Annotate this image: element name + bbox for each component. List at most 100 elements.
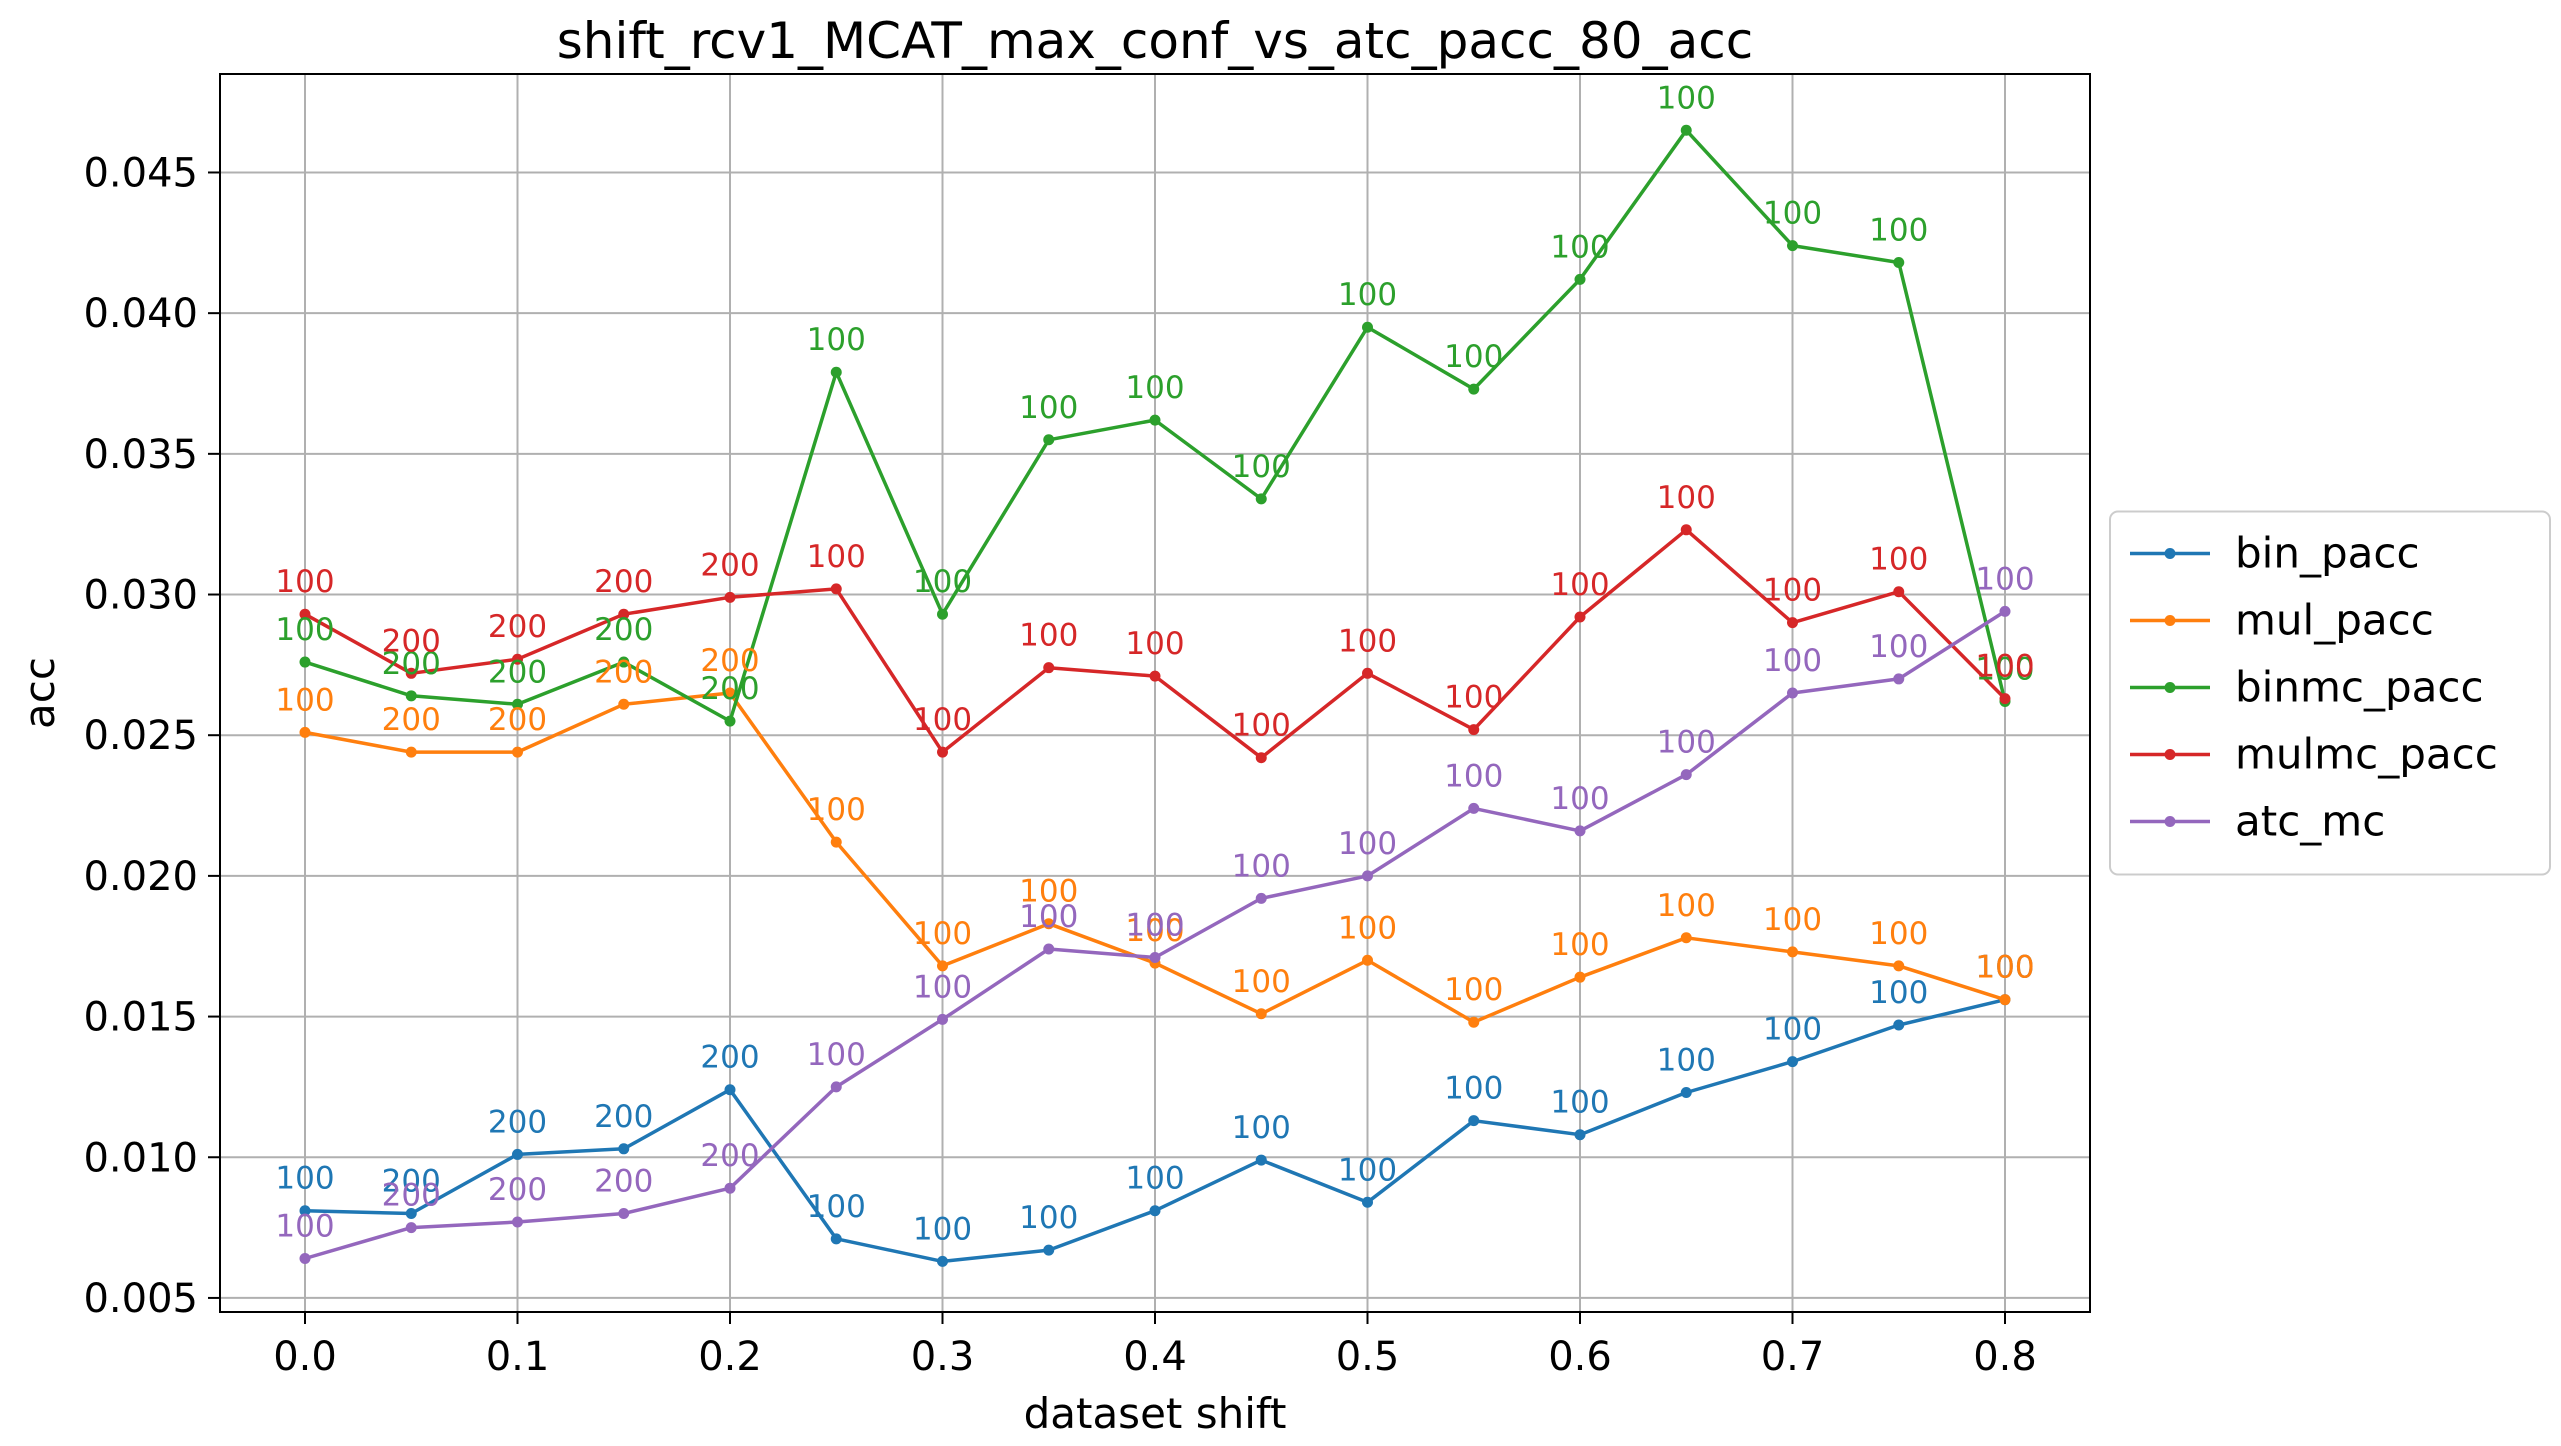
data-label: 200	[488, 609, 547, 645]
y-tick-label: 0.020	[83, 854, 198, 900]
data-point	[1043, 918, 1055, 930]
data-point	[830, 1233, 842, 1245]
data-label: 100	[1019, 1200, 1078, 1236]
data-label: 100	[1444, 1071, 1503, 1107]
data-label: 100	[1869, 975, 1928, 1011]
data-label: 200	[382, 623, 441, 659]
data-point	[1149, 670, 1161, 682]
data-label: 100	[807, 792, 866, 828]
data-label: 200	[382, 1178, 441, 1214]
data-point	[1362, 954, 1373, 966]
data-point	[1574, 611, 1586, 623]
data-point	[405, 667, 417, 679]
data-point	[1468, 1115, 1480, 1127]
data-label: 100	[275, 564, 334, 600]
data-point	[1999, 605, 2011, 617]
data-label: 100	[1657, 725, 1716, 761]
data-point	[1149, 951, 1161, 963]
data-point	[1255, 493, 1267, 505]
y-tick-label: 0.015	[83, 995, 198, 1041]
data-label: 100	[1338, 826, 1397, 862]
y-tick-label: 0.045	[83, 150, 198, 196]
data-point	[1680, 524, 1692, 536]
data-point	[1574, 971, 1586, 983]
data-label: 100	[1019, 899, 1078, 935]
data-point	[1680, 1087, 1692, 1099]
data-point	[618, 1208, 630, 1220]
legend-swatch-marker	[2164, 615, 2176, 626]
data-point	[512, 1216, 523, 1228]
data-point	[1787, 946, 1798, 958]
data-point	[1574, 1129, 1586, 1141]
data-point	[1043, 434, 1055, 446]
legend-label: mulmc_pacc	[2235, 730, 2498, 779]
data-label: 100	[1550, 229, 1609, 265]
data-label: 200	[382, 1164, 441, 1200]
data-point	[830, 836, 842, 848]
data-label: 200	[488, 654, 547, 690]
data-label: 100	[1550, 567, 1609, 603]
data-point	[512, 698, 523, 710]
data-label: 100	[1125, 907, 1184, 943]
data-point	[405, 1222, 417, 1234]
data-label: 100	[807, 1189, 866, 1225]
data-point	[724, 715, 736, 727]
x-tick-label: 0.7	[1761, 1334, 1825, 1380]
x-tick-label: 0.6	[1548, 1334, 1612, 1380]
data-label: 100	[1869, 916, 1928, 952]
x-tick-label: 0.3	[911, 1334, 975, 1380]
data-point	[937, 1013, 948, 1025]
data-point	[830, 1081, 842, 1093]
axis-ticks: 0.0 0.1 0.2 0.3 0.4 0.5 0.6 0.7 0.8 0.005 0.010 0.0…	[83, 150, 2036, 1380]
legend: bin_pacc mul_pacc binmc_pacc mulmc_pacc atc_…	[2109, 510, 2551, 876]
legend-swatch-marker	[2164, 548, 2176, 559]
data-point	[1149, 1205, 1161, 1217]
chart-title: shift_rcv1_MCAT_max_conf_vs_atc_pacc_80_…	[557, 12, 1754, 70]
data-label: 200	[594, 564, 653, 600]
series-atc_mc	[299, 605, 2011, 1265]
legend-entry: atc_mc	[2130, 797, 2385, 846]
legend-entry: mul_pacc	[2130, 596, 2434, 645]
data-point	[299, 726, 311, 738]
data-label: 100	[1550, 781, 1609, 817]
x-axis-label: dataset shift	[1024, 1389, 1287, 1438]
legend-label: binmc_pacc	[2235, 663, 2484, 712]
data-label: 100	[1763, 196, 1822, 232]
data-point	[618, 608, 630, 620]
data-label: 100	[1657, 1043, 1716, 1079]
data-point	[299, 1253, 311, 1265]
data-point	[1362, 321, 1373, 333]
data-label: 200	[488, 702, 547, 738]
data-label: 200	[700, 671, 759, 707]
data-point	[405, 1208, 417, 1220]
data-label: 100	[1975, 950, 2034, 986]
data-label: 100	[1550, 1085, 1609, 1121]
data-point	[1468, 724, 1480, 736]
data-label: 100	[1125, 626, 1184, 662]
data-point	[1255, 892, 1267, 904]
data-label: 100	[1125, 370, 1184, 406]
x-tick-label: 0.1	[486, 1334, 550, 1380]
data-point	[1893, 586, 1905, 598]
data-label: 100	[1444, 680, 1503, 716]
y-tick-label: 0.030	[83, 573, 198, 619]
data-label: 200	[700, 1138, 759, 1174]
data-point	[1468, 383, 1480, 395]
series-mul_pacc	[299, 687, 2011, 1028]
data-label: 100	[1444, 339, 1503, 375]
data-label: 100	[1019, 618, 1078, 654]
data-point	[1787, 240, 1798, 252]
data-label: 200	[700, 643, 759, 679]
data-label: 200	[594, 654, 653, 690]
data-point	[1680, 124, 1692, 136]
data-label: 100	[275, 612, 334, 648]
data-point	[1787, 687, 1798, 699]
data-point	[724, 687, 736, 699]
legend-swatch-marker	[2164, 682, 2176, 693]
data-label: 100	[913, 916, 972, 952]
data-point	[1468, 802, 1480, 814]
legend-swatch-marker	[2164, 816, 2176, 827]
data-point	[1149, 414, 1161, 426]
